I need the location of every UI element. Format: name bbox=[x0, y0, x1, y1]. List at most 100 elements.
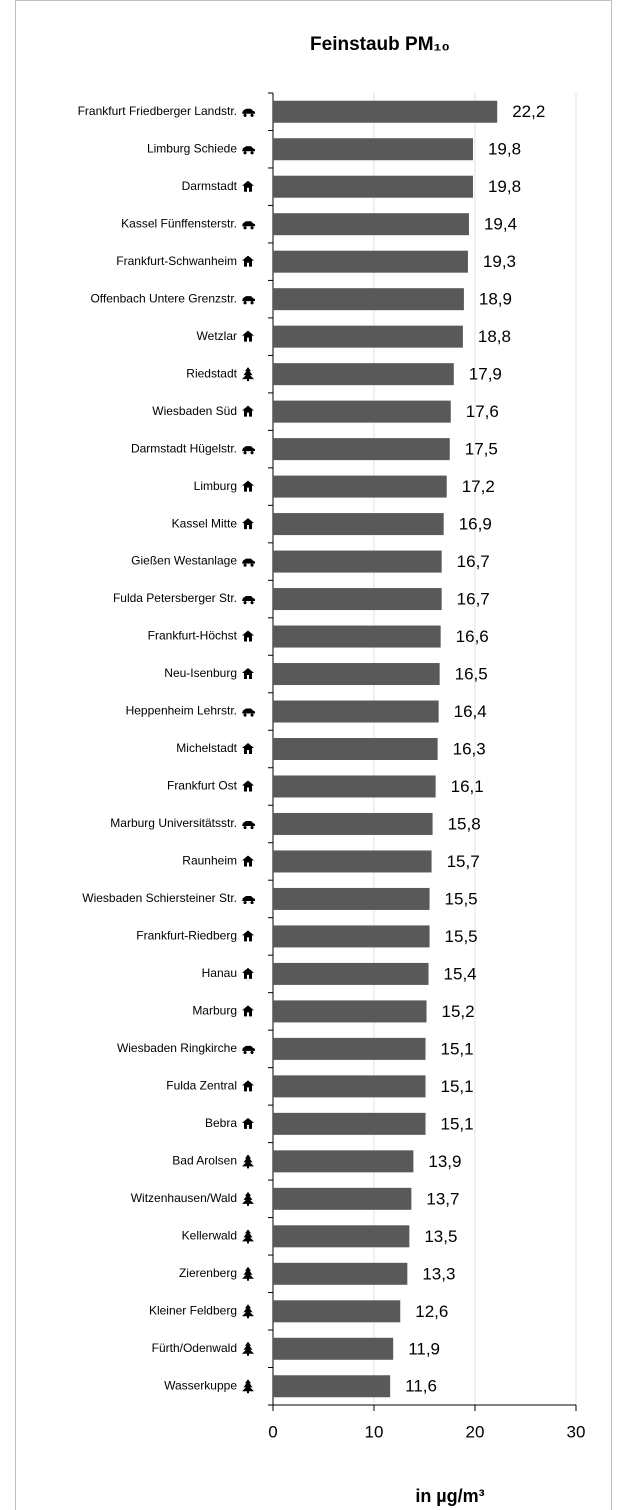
value-label: 16,4 bbox=[454, 702, 487, 721]
tree-icon bbox=[242, 1229, 254, 1244]
value-label: 19,8 bbox=[488, 177, 521, 196]
x-tick-label: 20 bbox=[466, 1422, 485, 1441]
value-label: 15,7 bbox=[447, 852, 480, 871]
bar bbox=[273, 1262, 408, 1285]
bar bbox=[273, 288, 464, 311]
value-label: 16,1 bbox=[451, 777, 484, 796]
bar bbox=[273, 925, 430, 948]
house-icon bbox=[242, 255, 254, 267]
value-label: 18,8 bbox=[478, 327, 511, 346]
bar bbox=[273, 663, 440, 686]
bar bbox=[273, 250, 468, 273]
y-tick-label: Limburg bbox=[194, 479, 237, 493]
y-tick-label: Bebra bbox=[205, 1116, 237, 1130]
house-icon bbox=[242, 1005, 254, 1017]
y-tick-label: Neu-Isenburg bbox=[164, 666, 237, 680]
bar bbox=[273, 1375, 391, 1398]
value-label: 22,2 bbox=[512, 102, 545, 121]
value-label: 16,7 bbox=[457, 590, 490, 609]
y-tick-label: Marburg bbox=[192, 1004, 237, 1018]
bar bbox=[273, 850, 432, 873]
y-tick-label: Kassel Mitte bbox=[172, 516, 238, 530]
bar bbox=[273, 775, 436, 798]
y-tick-label: Frankfurt Ost bbox=[167, 779, 238, 793]
bar bbox=[273, 700, 439, 723]
y-tick-label: Frankfurt-Höchst bbox=[148, 629, 238, 643]
bar bbox=[273, 1187, 412, 1210]
house-icon bbox=[242, 743, 254, 754]
value-label: 12,6 bbox=[415, 1302, 448, 1321]
tree-icon bbox=[242, 1154, 254, 1169]
value-label: 15,1 bbox=[441, 1077, 474, 1096]
tree-icon bbox=[242, 1379, 254, 1394]
bar bbox=[273, 475, 447, 498]
value-label: 17,5 bbox=[465, 440, 498, 459]
house-icon bbox=[242, 180, 254, 192]
y-tick-label: Riedstadt bbox=[186, 366, 237, 380]
y-tick-label: Limburg Schiede bbox=[147, 141, 237, 155]
x-tick-label: 0 bbox=[268, 1422, 277, 1441]
house-icon bbox=[242, 630, 254, 642]
x-tick-label: 30 bbox=[567, 1422, 586, 1441]
value-label: 15,2 bbox=[442, 1002, 475, 1021]
y-tick-label: Wasserkuppe bbox=[164, 1378, 237, 1392]
value-label: 16,6 bbox=[456, 627, 489, 646]
bar bbox=[273, 1225, 410, 1248]
bar bbox=[273, 588, 442, 611]
tree-icon bbox=[242, 367, 254, 382]
x-axis-label: in µg/m³ bbox=[415, 1486, 484, 1506]
tree-icon bbox=[242, 1191, 254, 1206]
y-tick-label: Kassel Fünffensterstr. bbox=[121, 216, 237, 230]
bar bbox=[273, 325, 463, 348]
y-tick-label: Frankfurt Friedberger Landstr. bbox=[78, 104, 237, 118]
house-icon bbox=[242, 930, 254, 942]
value-label: 11,9 bbox=[408, 1339, 440, 1358]
y-tick-label: Wiesbaden Ringkirche bbox=[117, 1041, 237, 1055]
bar bbox=[273, 175, 473, 198]
car-icon bbox=[242, 146, 255, 155]
y-tick-label: Frankfurt-Riedberg bbox=[136, 929, 237, 943]
bar bbox=[273, 400, 451, 423]
y-tick-label: Gießen Westanlage bbox=[131, 554, 237, 568]
value-label: 19,8 bbox=[488, 140, 521, 159]
y-tick-label: Fürth/Odenwald bbox=[152, 1341, 237, 1355]
value-label: 16,3 bbox=[453, 739, 486, 758]
bar bbox=[273, 1300, 401, 1323]
bar bbox=[273, 213, 469, 236]
house-icon bbox=[242, 855, 254, 867]
car-icon bbox=[242, 1045, 255, 1055]
bar bbox=[273, 1000, 427, 1023]
house-icon bbox=[242, 330, 254, 342]
bar bbox=[273, 962, 429, 985]
car-icon bbox=[242, 558, 255, 567]
bar bbox=[273, 1075, 426, 1098]
house-icon bbox=[242, 405, 254, 417]
bar bbox=[273, 1337, 394, 1360]
value-label: 18,9 bbox=[479, 290, 512, 309]
car-icon bbox=[242, 596, 255, 605]
y-tick-label: Hanau bbox=[202, 966, 237, 980]
car-icon bbox=[242, 108, 255, 117]
y-tick-label: Heppenheim Lehrstr. bbox=[126, 704, 237, 718]
y-tick-label: Frankfurt-Schwanheim bbox=[116, 254, 237, 268]
value-label: 15,4 bbox=[444, 964, 477, 983]
bar bbox=[273, 363, 454, 386]
house-icon bbox=[242, 668, 254, 680]
value-label: 13,3 bbox=[422, 1264, 455, 1283]
value-label: 17,2 bbox=[462, 477, 495, 496]
bar bbox=[273, 513, 444, 536]
value-label: 15,1 bbox=[441, 1114, 474, 1133]
bar bbox=[273, 438, 450, 461]
bar bbox=[273, 625, 441, 648]
car-icon bbox=[242, 296, 255, 305]
y-tick-label: Raunheim bbox=[182, 854, 237, 868]
y-tick-label: Bad Arolsen bbox=[172, 1154, 237, 1168]
y-tick-label: Wiesbaden Süd bbox=[152, 404, 237, 418]
car-icon bbox=[242, 446, 255, 455]
house-icon bbox=[242, 480, 254, 492]
value-label: 15,5 bbox=[445, 889, 478, 908]
value-label: 16,9 bbox=[459, 515, 492, 534]
y-tick-label: Wiesbaden Schiersteiner Str. bbox=[82, 891, 237, 905]
y-tick-label: Marburg Universitätsstr. bbox=[110, 816, 237, 830]
value-label: 13,7 bbox=[426, 1189, 459, 1208]
